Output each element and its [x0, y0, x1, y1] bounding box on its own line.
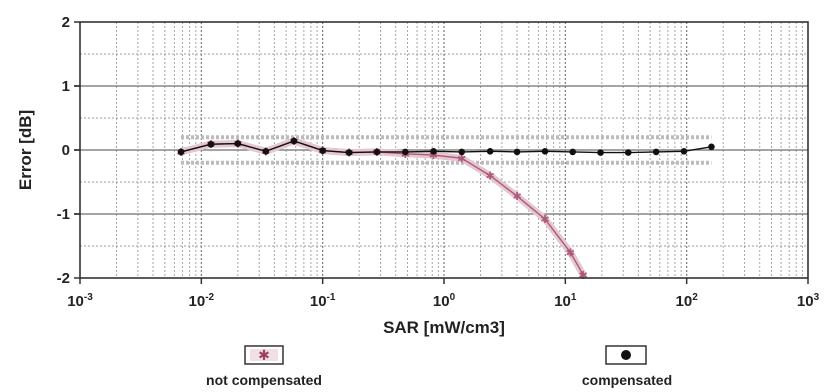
data-point: [513, 148, 521, 156]
x-tick-label: 100: [433, 292, 456, 310]
y-axis-title: Error [dB]: [16, 110, 35, 190]
y-tick-label: -2: [57, 270, 70, 287]
data-point: [319, 147, 326, 154]
x-tick-labels: 10-3 10-2 10-1 100 101 102 103: [67, 292, 819, 310]
x-tick-label: 101: [554, 292, 577, 310]
legend-swatch-fill-not-compensated: [250, 349, 278, 361]
data-point: [458, 148, 466, 156]
data-point: ✱: [486, 170, 495, 183]
legend-item-compensated: compensated: [582, 345, 672, 388]
data-point: [262, 147, 270, 155]
data-point: ✱: [566, 246, 575, 259]
data-point: [345, 149, 353, 156]
legend-item-not-compensated: ✱ not compensated: [206, 345, 322, 388]
data-point: [652, 148, 660, 156]
x-tick-label: 10-1: [310, 292, 336, 310]
uncertainty-band: [181, 135, 712, 165]
data-point: [430, 147, 437, 155]
data-point: [177, 148, 185, 156]
x-tick-label: 102: [676, 292, 699, 310]
data-point: ✱: [540, 213, 549, 226]
data-point: [486, 147, 494, 155]
y-tick-label: 2: [62, 14, 70, 31]
data-point: ✱: [512, 190, 521, 203]
data-point: ✱: [457, 152, 466, 165]
data-point: [373, 148, 381, 156]
data-point: [597, 149, 604, 156]
x-axis-title: SAR [mW/cm3]: [383, 318, 505, 337]
x-tick-label: 10-2: [189, 292, 215, 310]
data-point: ✱: [578, 269, 587, 282]
series-line: [180, 140, 712, 154]
data-point: [624, 149, 632, 156]
data-point: [541, 147, 549, 155]
data-point: [234, 140, 242, 147]
y-tick-labels: 2 1 0 -1 -2: [57, 14, 70, 287]
legend-label-compensated: compensated: [582, 372, 672, 388]
data-point: [290, 137, 298, 145]
series-layer: ✱✱✱✱✱✱✱✱✱✱✱✱✱✱✱✱: [176, 135, 715, 282]
legend-label-not-compensated: not compensated: [206, 372, 322, 388]
legend-marker-not-compensated: ✱: [258, 348, 270, 364]
plot-frame: [79, 21, 809, 279]
y-tick-label: 0: [62, 142, 70, 159]
legend-marker-compensated: [621, 350, 631, 360]
data-point: [207, 140, 215, 148]
y-tick-label: 1: [62, 78, 70, 95]
data-point: ✱: [429, 149, 438, 162]
y-tick-label: -1: [57, 206, 70, 223]
data-point: [402, 148, 409, 156]
data-point: [569, 148, 576, 156]
series-compensated: [177, 137, 715, 156]
x-tick-label: 10-3: [67, 292, 93, 310]
data-point: [680, 147, 688, 155]
data-point: [708, 143, 715, 151]
legend: ✱ not compensated compensated: [206, 345, 672, 388]
x-tick-label: 103: [797, 292, 820, 310]
